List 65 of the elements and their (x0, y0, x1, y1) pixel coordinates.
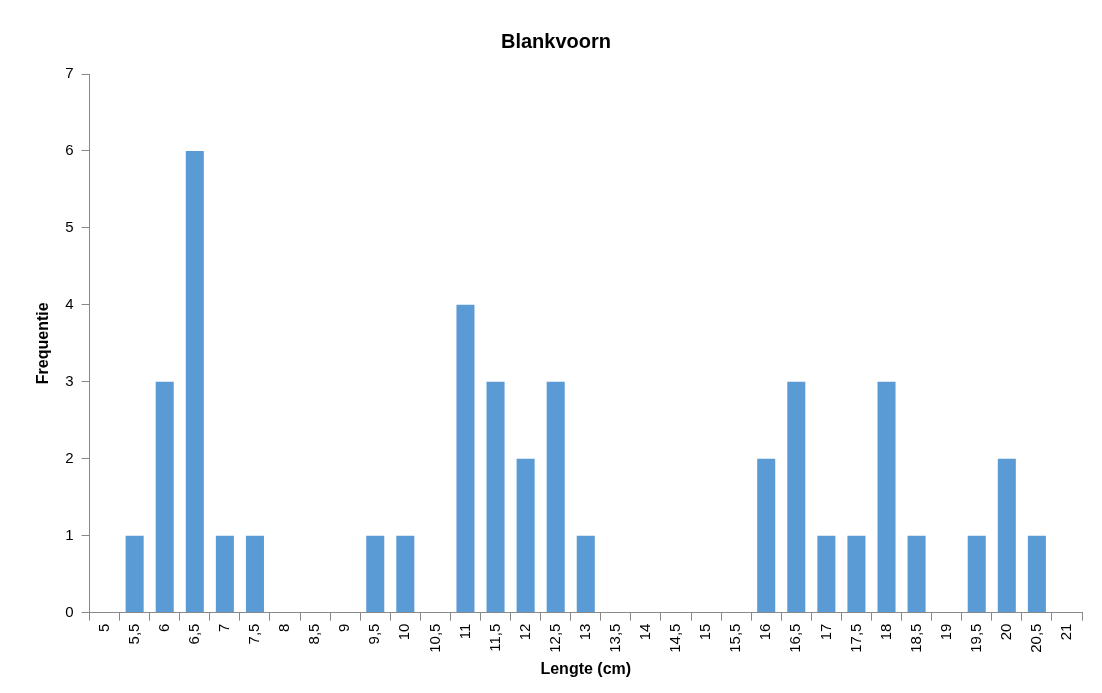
bar (185, 150, 204, 613)
bar (847, 535, 866, 613)
x-tick-label: 16,5 (786, 623, 804, 653)
x-tick-label: 6 (154, 623, 172, 632)
x-tick-label: 6,5 (184, 623, 202, 645)
x-tick-label: 8 (275, 623, 293, 632)
bar (456, 304, 475, 613)
bar (787, 381, 806, 613)
bar (155, 381, 174, 613)
x-tick-label: 7,5 (245, 623, 263, 645)
x-axis-title: Lengte (cm) (540, 659, 632, 677)
x-tick-label: 16 (756, 623, 774, 641)
y-tick-label: 1 (65, 525, 74, 543)
x-tick-label: 14,5 (666, 623, 684, 653)
y-tick-label: 3 (65, 371, 74, 389)
chart-title: Blankvoorn (500, 29, 612, 52)
x-tick-label: 21 (1057, 623, 1075, 641)
y-axis-title: Frequentie (34, 302, 52, 385)
x-tick-label: 7 (215, 623, 233, 632)
bar (366, 535, 385, 613)
x-tick-label: 9 (335, 623, 353, 632)
y-tick-label: 6 (65, 141, 74, 159)
bar (215, 535, 234, 613)
bar (245, 535, 264, 613)
x-tick-label: 10 (395, 623, 413, 641)
x-tick-label: 9,5 (365, 623, 383, 645)
x-tick-label: 19,5 (966, 623, 984, 653)
bar (757, 458, 776, 613)
x-tick-label: 12 (515, 623, 533, 641)
x-tick-label: 18 (876, 623, 894, 641)
bar (1027, 535, 1046, 613)
bar (817, 535, 836, 613)
bar (546, 381, 565, 613)
bar (907, 535, 926, 613)
y-tick-label: 2 (65, 448, 74, 466)
x-tick-label: 18,5 (906, 623, 924, 653)
x-tick-label: 17,5 (846, 623, 864, 653)
y-tick-label: 0 (65, 602, 74, 620)
x-tick-label: 13 (575, 623, 593, 641)
x-tick-label: 19 (936, 623, 954, 641)
x-tick-label: 5,5 (124, 623, 142, 645)
x-tick-label: 15 (696, 623, 714, 641)
bar (125, 535, 144, 613)
x-tick-label: 17 (816, 623, 834, 641)
x-tick-label: 14 (636, 623, 654, 641)
x-tick-label: 11,5 (485, 623, 503, 652)
x-tick-label: 11 (455, 623, 473, 640)
x-tick-label: 8,5 (305, 623, 323, 645)
x-tick-label: 13,5 (605, 623, 623, 653)
y-tick-label: 5 (65, 218, 74, 236)
x-tick-label: 20 (996, 623, 1014, 641)
x-tick-label: 15,5 (726, 623, 744, 653)
y-tick-label: 4 (65, 294, 74, 312)
bar (486, 381, 505, 613)
x-tick-label: 5 (94, 623, 112, 632)
bar (516, 458, 535, 613)
bar (877, 381, 896, 613)
x-tick-label: 20,5 (1027, 623, 1045, 653)
bar (967, 535, 986, 613)
y-tick-label: 7 (65, 64, 74, 82)
x-tick-label: 12,5 (545, 623, 563, 653)
bar (396, 535, 415, 613)
x-tick-label: 10,5 (425, 623, 443, 653)
bar (997, 458, 1016, 613)
bar (576, 535, 595, 613)
